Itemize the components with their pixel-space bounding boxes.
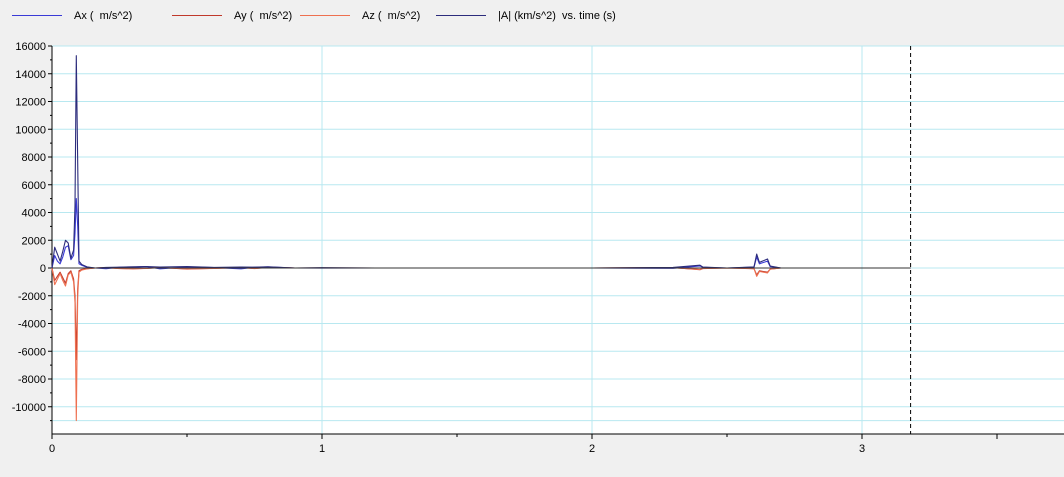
- y-tick-label: 10000: [15, 124, 46, 136]
- legend-swatch-az: [300, 15, 350, 16]
- chart-legend: Ax ( m/s^2) Ay ( m/s^2) Az ( m/s^2) |A| …: [0, 0, 1064, 30]
- y-tick-label: -2000: [18, 291, 46, 303]
- legend-label-ax: Ax ( m/s^2): [74, 10, 133, 22]
- x-tick-label: 1: [319, 443, 325, 455]
- legend-label-az: Az ( m/s^2): [362, 10, 421, 22]
- y-tick-label: -10000: [12, 402, 46, 414]
- y-tick-label: 6000: [22, 180, 46, 192]
- y-tick-label: -8000: [18, 374, 46, 386]
- y-tick-label: 2000: [22, 235, 46, 247]
- series-line-amag: [51, 55, 911, 269]
- x-tick-label: 0: [49, 443, 55, 455]
- legend-swatch-ax: [12, 15, 62, 16]
- legend-label-ay: Ay ( m/s^2): [234, 10, 293, 22]
- y-tick-label: 14000: [15, 69, 46, 81]
- x-tick-label: 2: [589, 443, 595, 455]
- y-tick-label: 12000: [15, 97, 46, 109]
- y-tick-label: 8000: [22, 152, 46, 164]
- y-tick-label: 0: [40, 263, 46, 275]
- y-tick-label: -4000: [18, 319, 46, 331]
- legend-swatch-amag: [436, 15, 486, 16]
- y-tick-label: 16000: [15, 41, 46, 53]
- legend-swatch-ay: [172, 15, 222, 16]
- y-tick-label: -6000: [18, 346, 46, 358]
- x-tick-label: 3: [859, 443, 865, 455]
- y-tick-label: 4000: [22, 208, 46, 220]
- legend-label-amag: |A| (km/s^2) vs. time (s): [498, 10, 616, 22]
